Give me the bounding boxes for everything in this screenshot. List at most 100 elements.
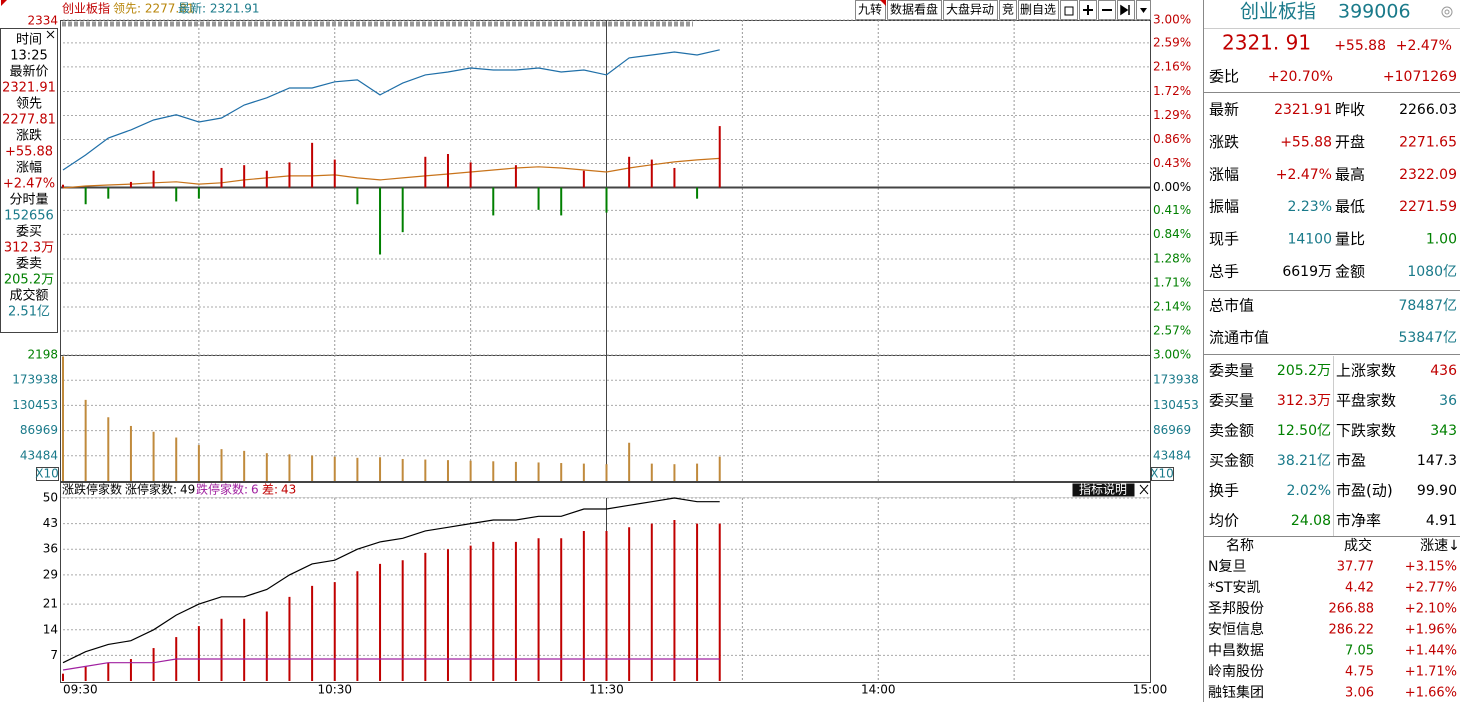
info-label: 分时量 — [9, 193, 48, 208]
stock-price: 37.77 — [1337, 560, 1374, 575]
legend-label: 跌停家数: — [196, 482, 248, 497]
unit-label: X10 — [1150, 467, 1174, 481]
button-box[interactable] — [855, 0, 886, 20]
stat-label: 现手 — [1209, 230, 1239, 248]
y2-tick-label: 1.72% — [1153, 84, 1191, 98]
y-tick-label: 2334 — [27, 14, 58, 28]
stock-name[interactable]: N复旦 — [1208, 558, 1246, 575]
order-value: 38.21亿 — [1277, 453, 1331, 469]
stock-speed: +2.77% — [1405, 581, 1457, 596]
unit-label: X10 — [35, 467, 59, 481]
y2-tick-label: 0.84% — [1153, 227, 1191, 241]
toolbar-button[interactable]: 数据看盘 — [890, 2, 938, 17]
legend-label: 差: — [262, 483, 278, 497]
y-tick-label: 86969 — [20, 423, 58, 437]
x-tick-label: 14:00 — [861, 683, 896, 697]
order-label: 下跌家数 — [1336, 422, 1396, 440]
toolbar-button[interactable]: 竞 — [1002, 3, 1014, 17]
y2-tick-label: 130453 — [1153, 398, 1199, 412]
info-label: 委买 — [16, 225, 42, 240]
toolbar-button[interactable]: 大盘异动 — [946, 2, 994, 17]
price-line — [62, 157, 720, 189]
stock-speed: +1.96% — [1405, 623, 1457, 638]
y-tick-label: 43484 — [20, 448, 58, 462]
stock-name[interactable]: 岭南股份 — [1208, 664, 1264, 680]
y2-tick-label: 0.43% — [1153, 156, 1191, 170]
order-label: 上涨家数 — [1336, 362, 1396, 380]
y-tick-label: 14 — [43, 622, 58, 636]
y-tick-label: 130453 — [12, 398, 58, 412]
y-tick-label: 7 — [50, 648, 58, 662]
stat-value: +2.47% — [1276, 167, 1332, 183]
info-value: 2.51亿 — [8, 305, 50, 320]
order-label: 换手 — [1209, 482, 1239, 500]
info-close[interactable] — [46, 30, 55, 39]
indicator-button-label[interactable]: 指标说明 — [1079, 482, 1127, 497]
y2-tick-label: 173938 — [1153, 373, 1199, 387]
toolbar-button[interactable]: 九转 — [858, 2, 882, 17]
info-value: +2.47% — [3, 177, 55, 192]
indicator-button[interactable] — [1072, 483, 1135, 497]
stat-value: 2266.03 — [1399, 102, 1457, 118]
legend-item: 领先: 2277.81 — [113, 2, 194, 16]
order-label: 市净率 — [1336, 512, 1381, 530]
quote-name: 创业板指 — [1240, 1, 1316, 23]
button-box[interactable] — [887, 0, 942, 20]
stock-name[interactable]: 融钰集团 — [1208, 684, 1264, 701]
price-line — [62, 49, 720, 171]
info-value: +55.88 — [5, 145, 53, 160]
unit-box — [1151, 467, 1174, 481]
stock-name[interactable]: 圣邦股份 — [1208, 601, 1264, 617]
order-value: 4.91 — [1426, 513, 1457, 529]
y2-tick-label: 2.59% — [1153, 35, 1191, 49]
stat-value: 2.23% — [1288, 199, 1332, 215]
indicator-close[interactable] — [1139, 484, 1149, 495]
button-box[interactable] — [1018, 0, 1059, 20]
order-value: 36 — [1439, 393, 1457, 409]
stock-price: 266.88 — [1329, 602, 1375, 617]
cap-value: 78487亿 — [1398, 298, 1457, 314]
order-value: 343 — [1430, 423, 1457, 439]
quote-price: 2321. 91 — [1222, 31, 1311, 55]
stock-price: 286.22 — [1329, 623, 1375, 638]
y2-tick-label: 0.00% — [1153, 180, 1191, 194]
legend-label: 涨停家数: — [125, 482, 177, 497]
info-value: 13:25 — [10, 49, 47, 64]
toolbar — [855, 0, 1151, 20]
y2-tick-label: 3.00% — [1153, 348, 1191, 362]
stock-price: 3.06 — [1345, 686, 1374, 701]
button-box[interactable] — [943, 0, 998, 20]
order-value: 147.3 — [1417, 453, 1457, 469]
settings-icon[interactable] — [1441, 6, 1453, 18]
stock-speed: +2.10% — [1405, 602, 1457, 617]
y2-tick-label: 1.71% — [1153, 275, 1191, 289]
x-tick-label: 11:30 — [589, 683, 624, 697]
y2-tick-label: 43484 — [1153, 448, 1191, 462]
quote-code: 399006 — [1338, 1, 1411, 23]
stock-price: 4.75 — [1345, 665, 1374, 680]
weibi-label: 委比 — [1209, 68, 1239, 86]
stock-name[interactable]: 中昌数据 — [1208, 643, 1264, 659]
stat-value: 2271.59 — [1399, 199, 1457, 215]
stat-value: 1.00 — [1426, 232, 1457, 248]
info-label: 委卖 — [16, 257, 42, 272]
list-header: 名称 — [1226, 538, 1254, 554]
stock-name[interactable]: *ST安凯 — [1208, 580, 1260, 596]
weibi-pct: +20.70% — [1268, 69, 1333, 85]
legend-value: 49 — [180, 483, 195, 497]
y2-tick-label: 86969 — [1153, 423, 1191, 437]
stock-name[interactable]: 安恒信息 — [1208, 621, 1264, 638]
info-label: 涨跌 — [16, 128, 42, 144]
lock-button[interactable] — [1060, 0, 1078, 20]
order-value: 2.02% — [1287, 483, 1331, 499]
unit-box — [36, 467, 59, 481]
y-tick-label: 36 — [43, 542, 58, 556]
legend-value: 43 — [281, 483, 296, 497]
info-label: 时间 — [16, 33, 42, 48]
y2-tick-label: 1.29% — [1153, 108, 1191, 122]
order-label: 市盈(动) — [1336, 482, 1393, 500]
stat-value: 6619万 — [1282, 264, 1332, 280]
toolbar-button[interactable]: 删自选 — [1020, 3, 1056, 17]
